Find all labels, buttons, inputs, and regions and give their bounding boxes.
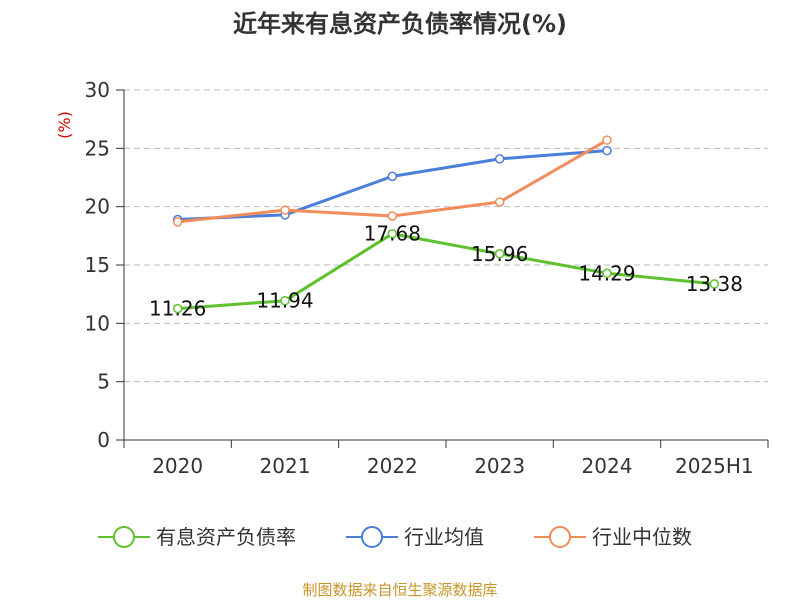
data-label: 14.29 [578, 261, 635, 285]
data-point [280, 295, 290, 306]
data-label: 11.94 [256, 289, 313, 313]
data-label: 13.38 [686, 272, 743, 296]
grid [124, 89, 768, 383]
series-line [177, 232, 715, 311]
series-group [172, 135, 720, 314]
chart-title: 近年来有息资产负债率情况(%) [233, 10, 567, 38]
legend-swatch-marker [361, 526, 383, 548]
x-tick-label: 2020 [152, 454, 203, 478]
legend: 有息资产负债率 行业均值 行业中位数 [98, 525, 692, 549]
data-labels: 11.26 11.94 17.68 15.96 14.29 13.38 [149, 222, 743, 321]
data-point [602, 145, 612, 156]
axes: 0 5 10 15 20 25 30 2020 2021 2022 2023 2024 2025H1 [85, 78, 769, 478]
data-point [494, 249, 505, 259]
x-tick-label: 2022 [367, 454, 418, 478]
data-point [494, 154, 505, 164]
legend-swatch-marker [549, 526, 571, 548]
data-label: 11.26 [149, 297, 206, 321]
data-point [494, 197, 505, 207]
legend-label: 行业均值 [404, 525, 484, 549]
data-point [709, 279, 720, 289]
y-tick-label: 30 [85, 78, 110, 102]
data-label: 17.68 [364, 222, 421, 246]
x-tick-label: 2023 [474, 454, 525, 478]
y-tick-label: 5 [97, 370, 110, 394]
legend-swatch-marker [113, 526, 135, 548]
y-tick-label: 10 [85, 311, 110, 335]
data-point [172, 217, 183, 227]
x-tick-label: 2025H1 [675, 454, 754, 478]
y-tick-label: 25 [85, 136, 110, 160]
data-point [172, 303, 183, 314]
source-note: 制图数据来自恒生聚源数据库 [302, 581, 497, 599]
x-tick-label: 2021 [260, 454, 311, 478]
data-point [387, 171, 398, 182]
series-line [177, 149, 608, 221]
x-tick-label: 2024 [582, 454, 633, 478]
legend-label: 行业中位数 [592, 525, 692, 549]
data-point [602, 135, 612, 145]
y-tick-label: 20 [85, 195, 110, 219]
data-point [387, 211, 398, 221]
data-point [280, 205, 290, 215]
legend-label: 有息资产负债率 [156, 525, 296, 549]
data-label: 15.96 [471, 242, 528, 266]
y-tick-label: 15 [85, 253, 110, 277]
y-tick-label: 0 [97, 428, 110, 452]
data-point [387, 228, 398, 239]
data-point [602, 268, 612, 279]
y-axis-label: (%) [55, 111, 74, 139]
